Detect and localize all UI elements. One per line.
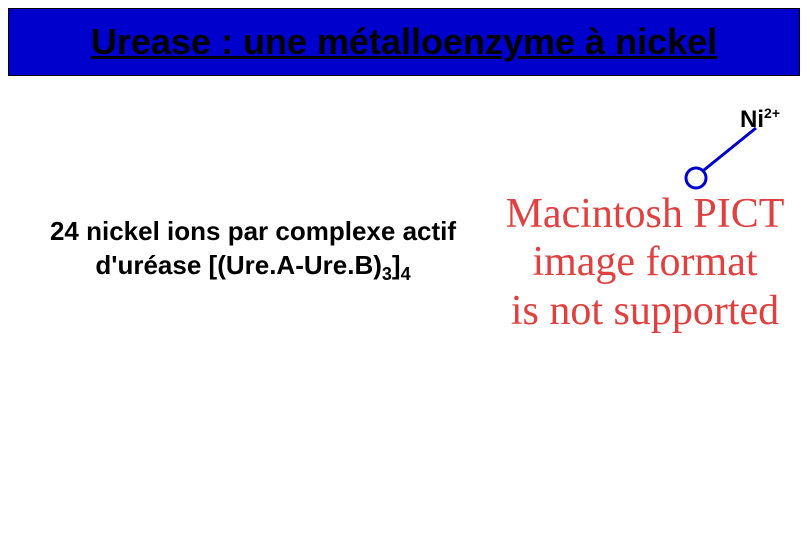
pointer-diagram <box>650 120 790 200</box>
title-text: Urease : une métalloenzyme à nickel <box>91 21 717 63</box>
body-line-2-mid: ] <box>392 250 401 280</box>
nickel-charge: 2+ <box>764 105 780 121</box>
body-line-1: 24 nickel ions par complexe actif <box>50 216 456 246</box>
pict-line-3: is not supported <box>495 287 795 335</box>
body-sub-2: 4 <box>401 264 411 284</box>
pict-line-1: Macintosh PICT <box>495 190 795 238</box>
title-banner: Urease : une métalloenzyme à nickel <box>8 8 800 76</box>
pointer-circle <box>686 168 706 188</box>
pointer-line <box>704 128 756 170</box>
pict-placeholder: Macintosh PICT image format is not suppo… <box>495 190 795 335</box>
body-sub-1: 3 <box>382 264 392 284</box>
body-description: 24 nickel ions par complexe actif d'uréa… <box>38 215 468 286</box>
pict-line-2: image format <box>495 238 795 286</box>
body-line-2-prefix: d'uréase [(Ure.A-Ure.B) <box>95 250 381 280</box>
